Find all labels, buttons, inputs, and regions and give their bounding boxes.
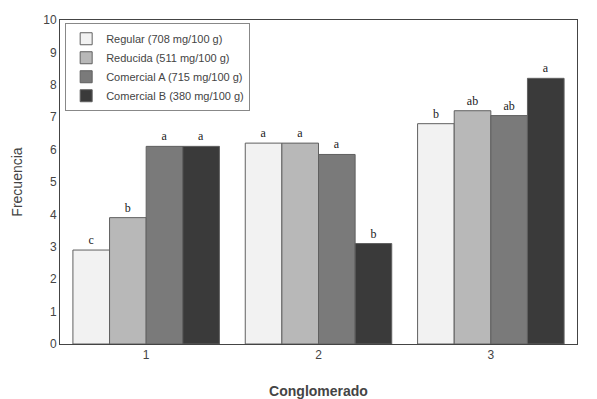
svg-text:a: a bbox=[161, 129, 167, 143]
svg-text:Comercial A (715 mg/100 g): Comercial A (715 mg/100 g) bbox=[106, 71, 242, 83]
svg-text:5: 5 bbox=[50, 175, 57, 189]
svg-text:2: 2 bbox=[315, 348, 322, 362]
svg-text:a: a bbox=[261, 126, 267, 140]
svg-text:8: 8 bbox=[50, 78, 57, 92]
svg-text:9: 9 bbox=[50, 46, 57, 60]
svg-text:Regular (708 mg/100 g): Regular (708 mg/100 g) bbox=[106, 33, 222, 45]
svg-text:10: 10 bbox=[43, 13, 57, 27]
svg-text:3: 3 bbox=[487, 348, 494, 362]
svg-text:Comercial B (380 mg/100 g): Comercial B (380 mg/100 g) bbox=[106, 90, 244, 102]
svg-text:b: b bbox=[125, 201, 131, 215]
svg-text:1: 1 bbox=[50, 305, 57, 319]
svg-text:b: b bbox=[370, 227, 376, 241]
svg-text:a: a bbox=[198, 129, 204, 143]
svg-text:a: a bbox=[334, 137, 340, 151]
svg-text:Conglomerado: Conglomerado bbox=[269, 383, 368, 399]
svg-text:c: c bbox=[89, 233, 94, 247]
svg-text:0: 0 bbox=[50, 337, 57, 351]
svg-text:ab: ab bbox=[467, 94, 478, 108]
svg-text:7: 7 bbox=[50, 110, 57, 124]
svg-text:b: b bbox=[433, 107, 439, 121]
svg-text:6: 6 bbox=[50, 143, 57, 157]
svg-text:a: a bbox=[297, 126, 303, 140]
svg-text:2: 2 bbox=[50, 272, 57, 286]
svg-text:Frecuencia: Frecuencia bbox=[9, 147, 25, 216]
svg-text:ab: ab bbox=[503, 99, 514, 113]
svg-text:a: a bbox=[543, 61, 549, 75]
svg-text:1: 1 bbox=[143, 348, 150, 362]
svg-text:Reducida (511 mg/100 g): Reducida (511 mg/100 g) bbox=[106, 52, 229, 64]
svg-text:4: 4 bbox=[50, 208, 57, 222]
svg-text:3: 3 bbox=[50, 240, 57, 254]
